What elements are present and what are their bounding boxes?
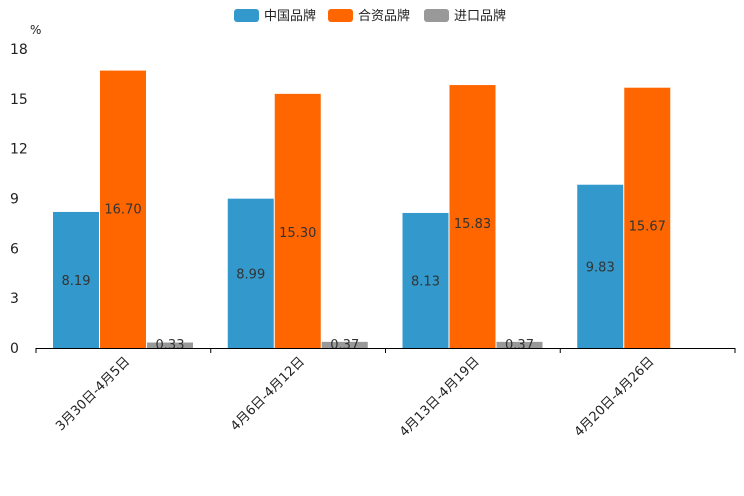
y-tick-label: 15 (10, 92, 28, 108)
bar-2-2[interactable] (496, 341, 543, 348)
bar-0-1[interactable] (227, 198, 274, 348)
x-tick-label: 3月30日-4月5日 (53, 354, 133, 434)
y-tick-label: 18 (10, 42, 28, 58)
y-tick-label: 3 (10, 291, 19, 307)
value-label-0-1: 8.99 (236, 267, 265, 282)
value-label-2-1: 0.37 (330, 338, 359, 353)
bar-1-1[interactable] (274, 93, 321, 348)
legend-label-0[interactable]: 中国品牌 (264, 8, 316, 24)
bar-0-2[interactable] (402, 212, 449, 348)
y-tick-label: 9 (10, 192, 19, 208)
value-label-1-2: 15.83 (454, 217, 491, 232)
y-tick-label: 12 (10, 142, 28, 158)
bar-2-1[interactable] (321, 341, 368, 348)
y-tick-label: 6 (10, 241, 19, 257)
y-axis-unit: % (30, 23, 41, 37)
value-label-1-1: 15.30 (279, 226, 316, 241)
bar-1-0[interactable] (100, 70, 146, 348)
bar-1-2[interactable] (449, 85, 496, 348)
value-label-0-2: 8.13 (411, 274, 440, 289)
bar-0-3[interactable] (577, 184, 624, 348)
legend-swatch-0[interactable] (234, 9, 259, 22)
value-label-1-0: 16.70 (104, 203, 141, 218)
bar-1-3[interactable] (624, 87, 671, 348)
y-axis: 0 3 6 9 12 15 18 (10, 42, 28, 357)
value-label-0-0: 8.19 (62, 274, 91, 289)
value-label-0-3: 9.83 (586, 260, 615, 275)
legend-label-1[interactable]: 合资品牌 (358, 8, 410, 24)
legend-swatch-1[interactable] (328, 9, 353, 22)
legend-label-2[interactable]: 进口品牌 (454, 8, 506, 24)
value-labels: 8.19 16.70 0.33 8.99 15.30 0.37 8.13 15.83 0.37 9… (62, 203, 666, 353)
bar-2-0[interactable] (147, 342, 193, 348)
value-label-2-0: 0.33 (156, 338, 185, 353)
value-label-2-2: 0.37 (505, 338, 534, 353)
legend: 中国品牌 合资品牌 进口品牌 (234, 8, 506, 24)
x-tick-label: 4月20日-4月26日 (572, 354, 658, 440)
x-axis: 3月30日-4月5日 4月6日-4月12日 4月13日-4月19日 4月20日-4月2… (35, 348, 736, 440)
bars (53, 70, 671, 348)
legend-swatch-2[interactable] (424, 9, 449, 22)
y-tick-label: 0 (10, 341, 19, 357)
x-tick-label: 4月6日-4月12日 (228, 354, 308, 434)
x-tick-label: 4月13日-4月19日 (397, 354, 483, 440)
bar-0-0[interactable] (53, 211, 99, 348)
value-label-1-3: 15.67 (629, 220, 666, 235)
